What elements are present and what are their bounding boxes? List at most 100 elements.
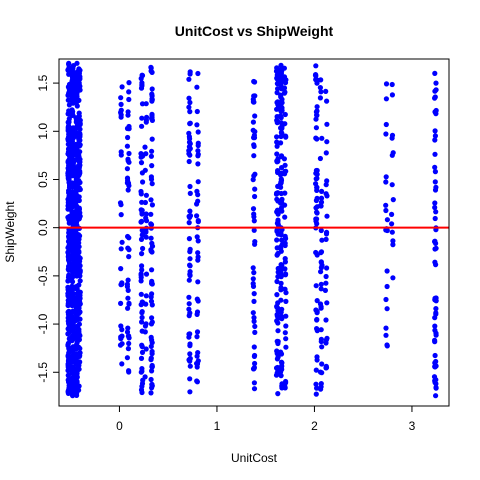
- data-point: [186, 220, 192, 226]
- data-point: [187, 121, 193, 127]
- data-point: [143, 151, 149, 157]
- data-point: [313, 391, 319, 397]
- data-point: [139, 319, 145, 325]
- data-point: [250, 119, 256, 125]
- data-point: [250, 276, 256, 282]
- data-point: [314, 216, 320, 222]
- data-point: [187, 341, 193, 347]
- data-point: [324, 193, 330, 199]
- data-point: [274, 278, 280, 285]
- x-axis: 0 1 2 3: [116, 405, 416, 433]
- data-point: [76, 310, 82, 316]
- data-point: [324, 139, 330, 145]
- data-point: [389, 135, 395, 141]
- data-point: [139, 309, 145, 315]
- data-point: [76, 113, 82, 119]
- data-point: [384, 227, 390, 234]
- data-point: [274, 292, 280, 298]
- data-point: [149, 91, 155, 97]
- data-point: [319, 344, 325, 350]
- data-point: [143, 228, 149, 234]
- data-point: [384, 306, 390, 312]
- data-point: [143, 218, 150, 224]
- data-point: [69, 279, 76, 285]
- data-point: [118, 95, 124, 101]
- data-point: [125, 134, 131, 141]
- data-point: [313, 205, 319, 211]
- data-point: [275, 217, 281, 223]
- data-point: [118, 266, 124, 272]
- data-point: [278, 129, 284, 136]
- data-point: [77, 298, 83, 305]
- data-point: [279, 306, 285, 312]
- data-point: [138, 387, 145, 393]
- data-point: [251, 315, 257, 321]
- data-point: [148, 153, 154, 159]
- data-point: [274, 356, 280, 362]
- data-point: [186, 313, 192, 319]
- data-point: [318, 305, 324, 311]
- data-point: [149, 249, 155, 255]
- data-point: [274, 237, 280, 243]
- data-point: [278, 133, 284, 140]
- data-point: [69, 328, 75, 334]
- data-point: [76, 205, 82, 211]
- data-point: [383, 296, 389, 303]
- data-point: [125, 187, 131, 193]
- data-point: [275, 86, 281, 92]
- data-point: [76, 387, 82, 393]
- data-point: [274, 120, 280, 126]
- data-point: [251, 218, 257, 224]
- data-point: [283, 336, 289, 342]
- data-point: [389, 81, 395, 88]
- data-point: [187, 376, 193, 382]
- data-point: [139, 115, 145, 121]
- data-point: [195, 142, 201, 149]
- data-point: [282, 121, 288, 127]
- data-point: [318, 249, 325, 255]
- data-point: [187, 263, 193, 269]
- data-point: [433, 240, 439, 246]
- data-point: [383, 207, 389, 214]
- data-point: [118, 107, 124, 113]
- data-point: [323, 337, 329, 343]
- data-point: [125, 156, 131, 162]
- data-point: [76, 248, 82, 254]
- data-point: [252, 323, 258, 329]
- data-point: [274, 313, 280, 319]
- data-point: [283, 344, 289, 350]
- data-point: [66, 61, 72, 67]
- data-point: [275, 328, 281, 334]
- data-point: [323, 182, 329, 188]
- data-point: [77, 273, 83, 279]
- data-point: [251, 153, 257, 159]
- data-point: [149, 181, 155, 187]
- data-point: [187, 249, 193, 255]
- data-point: [281, 74, 288, 80]
- data-point: [282, 111, 288, 118]
- chart-title: UnitCost vs ShipWeight: [175, 23, 334, 39]
- data-point: [194, 108, 200, 115]
- data-point: [318, 195, 325, 201]
- data-point: [251, 227, 257, 233]
- data-point: [194, 84, 200, 90]
- data-point: [65, 293, 71, 299]
- data-point: [274, 151, 280, 157]
- data-point: [126, 80, 132, 86]
- data-point: [389, 211, 395, 217]
- data-point: [73, 285, 79, 291]
- data-point: [126, 247, 132, 253]
- data-point: [279, 100, 285, 106]
- data-point: [138, 272, 144, 278]
- data-point: [138, 160, 145, 166]
- data-point: [186, 95, 192, 101]
- data-point: [274, 67, 280, 73]
- data-point: [119, 84, 125, 90]
- data-points: [65, 60, 439, 399]
- data-point: [323, 317, 329, 323]
- data-point: [278, 280, 284, 286]
- data-point: [318, 286, 324, 292]
- data-point: [195, 279, 201, 285]
- data-point: [195, 192, 201, 198]
- data-point: [124, 355, 130, 361]
